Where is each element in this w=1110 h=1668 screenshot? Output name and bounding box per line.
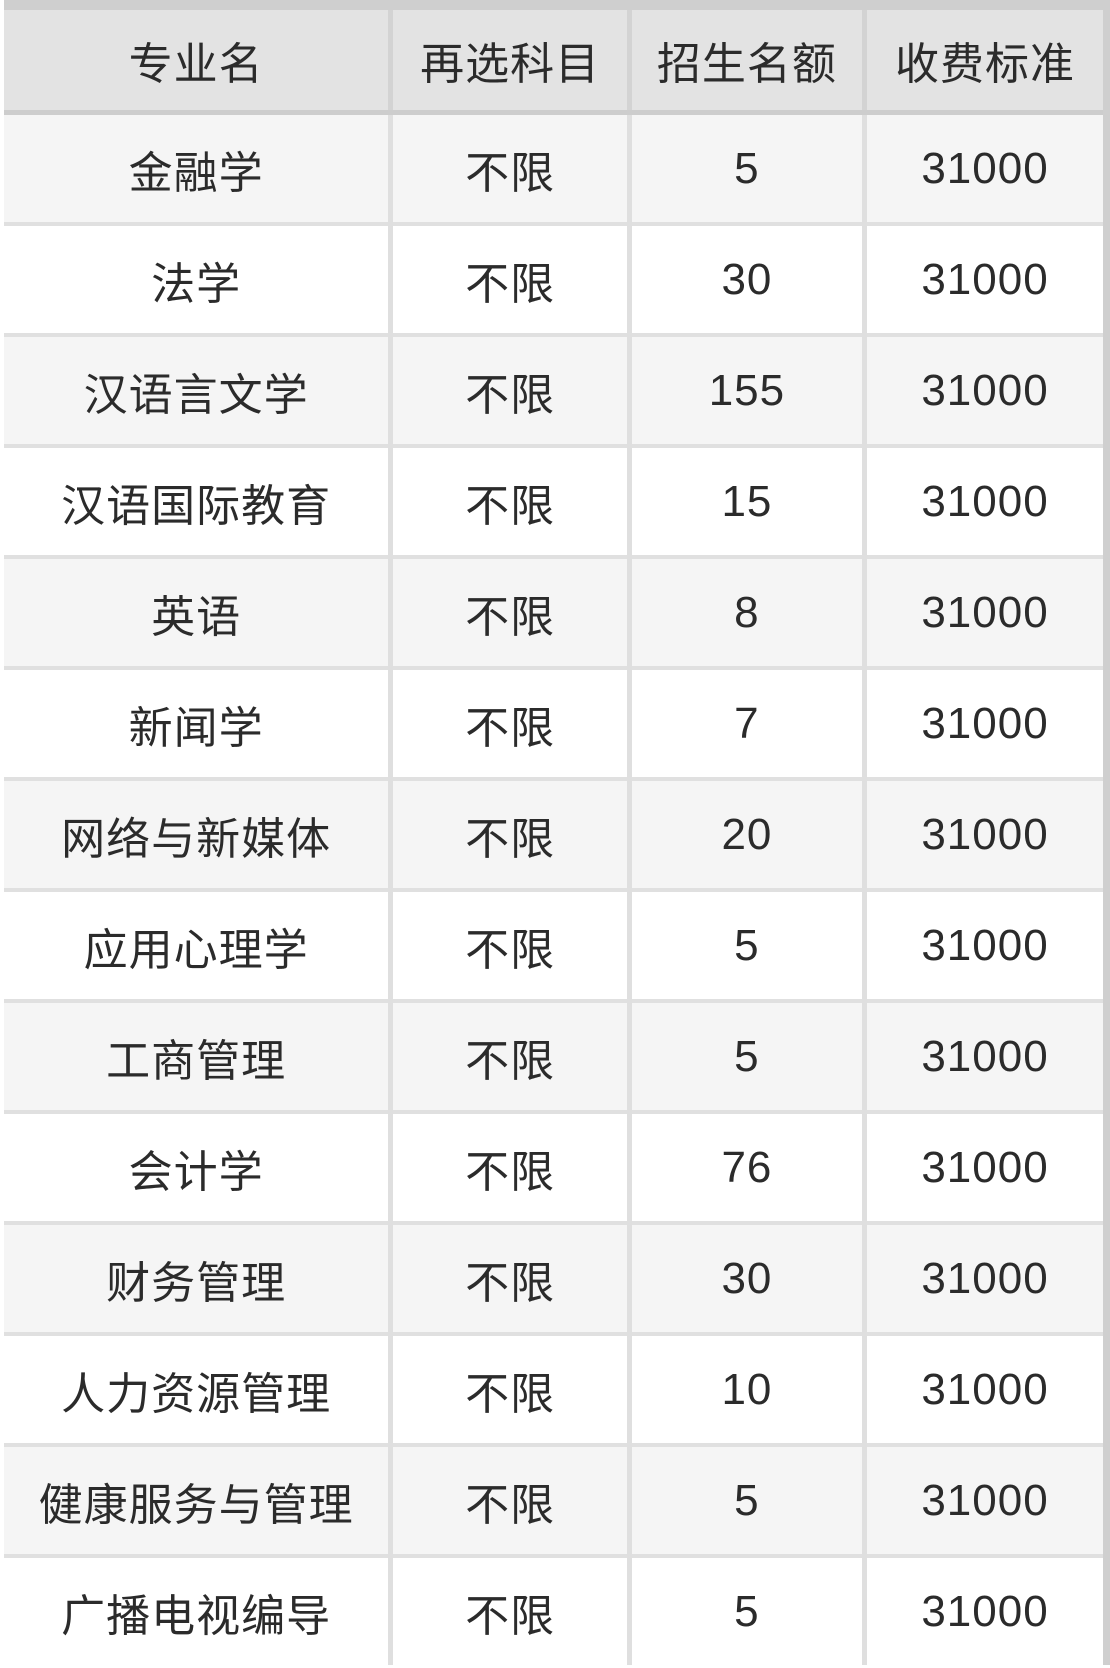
major-cell: 人力资源管理 — [4, 1334, 391, 1447]
fee-cell: 31000 — [862, 1001, 1103, 1114]
subjects-cell: 不限 — [388, 1001, 630, 1114]
subjects-cell: 不限 — [388, 335, 630, 448]
admission-table-container: 专业名 再选科目 招生名额 收费标准 金融学 不限 5 31000 法学 不限 … — [4, 0, 1110, 1665]
fee-cell: 31000 — [862, 112, 1103, 226]
subjects-cell: 不限 — [388, 446, 630, 559]
table-row: 广播电视编导 不限 5 31000 — [4, 1556, 1103, 1665]
quota-cell: 5 — [626, 1445, 865, 1558]
major-cell: 新闻学 — [4, 668, 391, 781]
major-cell: 会计学 — [4, 1112, 391, 1225]
subjects-cell: 不限 — [388, 890, 630, 1003]
table-row: 金融学 不限 5 31000 — [4, 112, 1103, 226]
admission-table: 专业名 再选科目 招生名额 收费标准 金融学 不限 5 31000 法学 不限 … — [4, 10, 1103, 1665]
fee-cell: 31000 — [862, 335, 1103, 448]
major-cell: 金融学 — [4, 112, 391, 226]
quota-cell: 5 — [626, 890, 865, 1003]
quota-cell: 15 — [626, 446, 865, 559]
quota-cell: 30 — [626, 224, 865, 337]
quota-cell: 20 — [626, 779, 865, 892]
quota-cell: 155 — [626, 335, 865, 448]
header-row: 专业名 再选科目 招生名额 收费标准 — [4, 10, 1103, 115]
fee-cell: 31000 — [862, 1556, 1103, 1665]
table-row: 汉语国际教育 不限 15 31000 — [4, 446, 1103, 559]
table-row: 工商管理 不限 5 31000 — [4, 1001, 1103, 1114]
subjects-cell: 不限 — [388, 1556, 630, 1665]
fee-cell: 31000 — [862, 668, 1103, 781]
table-row: 健康服务与管理 不限 5 31000 — [4, 1445, 1103, 1558]
table-row: 财务管理 不限 30 31000 — [4, 1223, 1103, 1336]
subjects-cell: 不限 — [388, 1334, 630, 1447]
table-row: 人力资源管理 不限 10 31000 — [4, 1334, 1103, 1447]
subjects-cell: 不限 — [388, 779, 630, 892]
fee-cell: 31000 — [862, 1334, 1103, 1447]
subjects-cell: 不限 — [388, 112, 630, 226]
quota-cell: 8 — [626, 557, 865, 670]
column-header-subjects: 再选科目 — [388, 10, 630, 115]
subjects-cell: 不限 — [388, 1445, 630, 1558]
table-row: 英语 不限 8 31000 — [4, 557, 1103, 670]
column-header-quota: 招生名额 — [626, 10, 865, 115]
major-cell: 应用心理学 — [4, 890, 391, 1003]
major-cell: 英语 — [4, 557, 391, 670]
quota-cell: 30 — [626, 1223, 865, 1336]
major-cell: 财务管理 — [4, 1223, 391, 1336]
table-row: 应用心理学 不限 5 31000 — [4, 890, 1103, 1003]
quota-cell: 5 — [626, 112, 865, 226]
table-row: 法学 不限 30 31000 — [4, 224, 1103, 337]
table-row: 汉语言文学 不限 155 31000 — [4, 335, 1103, 448]
major-cell: 网络与新媒体 — [4, 779, 391, 892]
fee-cell: 31000 — [862, 1445, 1103, 1558]
fee-cell: 31000 — [862, 224, 1103, 337]
column-header-fee: 收费标准 — [862, 10, 1103, 115]
fee-cell: 31000 — [862, 557, 1103, 670]
major-cell: 广播电视编导 — [4, 1556, 391, 1665]
quota-cell: 76 — [626, 1112, 865, 1225]
table-row: 会计学 不限 76 31000 — [4, 1112, 1103, 1225]
table-row: 新闻学 不限 7 31000 — [4, 668, 1103, 781]
subjects-cell: 不限 — [388, 668, 630, 781]
subjects-cell: 不限 — [388, 1223, 630, 1336]
quota-cell: 10 — [626, 1334, 865, 1447]
major-cell: 健康服务与管理 — [4, 1445, 391, 1558]
table-row: 网络与新媒体 不限 20 31000 — [4, 779, 1103, 892]
quota-cell: 7 — [626, 668, 865, 781]
subjects-cell: 不限 — [388, 1112, 630, 1225]
fee-cell: 31000 — [862, 1223, 1103, 1336]
table-body: 金融学 不限 5 31000 法学 不限 30 31000 汉语言文学 不限 1… — [4, 112, 1103, 1665]
quota-cell: 5 — [626, 1556, 865, 1665]
major-cell: 汉语言文学 — [4, 335, 391, 448]
quota-cell: 5 — [626, 1001, 865, 1114]
subjects-cell: 不限 — [388, 557, 630, 670]
subjects-cell: 不限 — [388, 224, 630, 337]
major-cell: 工商管理 — [4, 1001, 391, 1114]
fee-cell: 31000 — [862, 890, 1103, 1003]
major-cell: 汉语国际教育 — [4, 446, 391, 559]
fee-cell: 31000 — [862, 1112, 1103, 1225]
column-header-major: 专业名 — [4, 10, 391, 115]
fee-cell: 31000 — [862, 779, 1103, 892]
major-cell: 法学 — [4, 224, 391, 337]
fee-cell: 31000 — [862, 446, 1103, 559]
